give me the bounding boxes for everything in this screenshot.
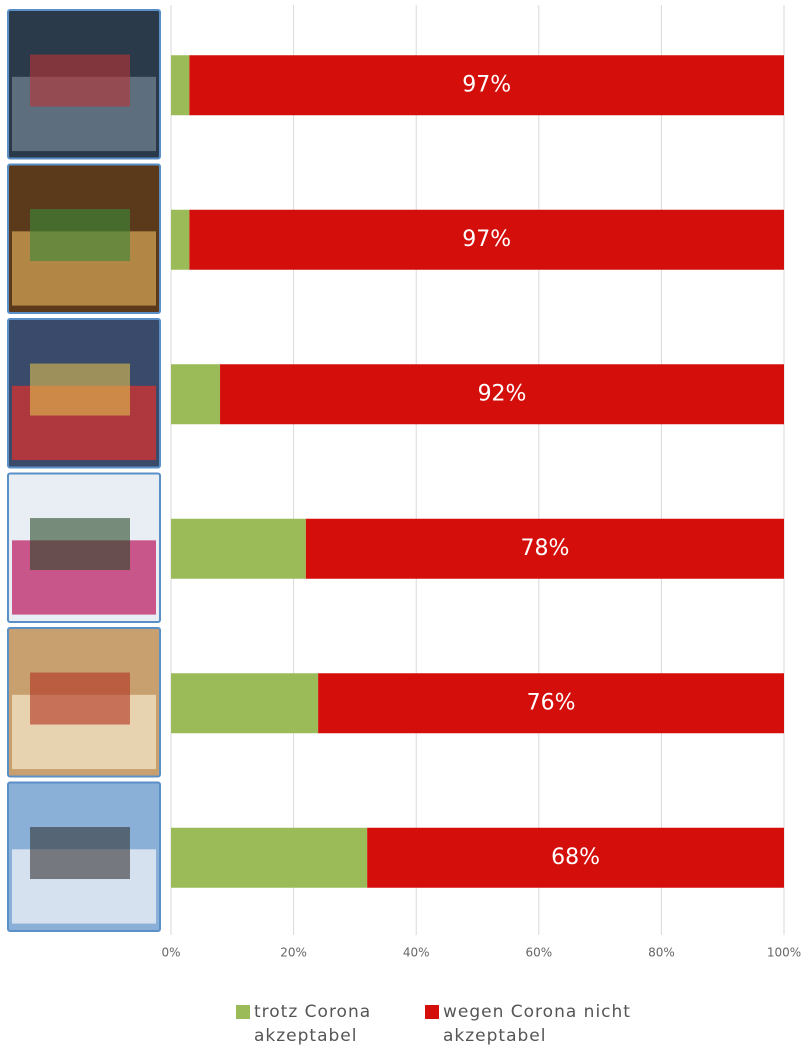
photo-detail [30, 518, 130, 570]
legend-item: wegen Corona nicht akzeptabel [425, 1000, 633, 1048]
photo-detail [30, 673, 130, 725]
photo-detail [30, 55, 130, 107]
legend-label: trotz Corona akzeptabel [254, 1000, 394, 1048]
photo-detail [30, 209, 130, 261]
data-label: 78% [520, 536, 569, 561]
bar-segment [171, 673, 318, 733]
data-label: 76% [527, 690, 576, 715]
x-tick-label: 20% [280, 946, 307, 960]
x-tick-label: 80% [648, 946, 675, 960]
bar-segment [171, 364, 220, 424]
x-tick-label: 100% [767, 946, 801, 960]
legend-swatch [236, 1005, 250, 1019]
x-tick-label: 40% [403, 946, 430, 960]
legend-swatch [425, 1005, 439, 1019]
data-label: 97% [462, 72, 511, 97]
bar-segment [171, 519, 306, 579]
x-tick-label: 60% [525, 946, 552, 960]
legend-label: wegen Corona nicht akzeptabel [443, 1000, 633, 1048]
bar-segment [171, 828, 367, 888]
data-label: 92% [478, 381, 527, 406]
data-label: 97% [462, 227, 511, 252]
data-label: 68% [551, 845, 600, 870]
photo-detail [30, 364, 130, 416]
legend-item: trotz Corona akzeptabel [236, 1000, 394, 1048]
page: 0% 20% 40% 60% 80% 100% 97% 97% 92% 78% 76% 68% tro… [0, 0, 805, 1055]
x-tick-label: 0% [161, 946, 180, 960]
photo-detail [30, 827, 130, 879]
chart: 0% 20% 40% 60% 80% 100% 97% 97% 92% 78% 76% 68% [0, 0, 805, 990]
bar-segment [171, 55, 189, 115]
bar-segment [171, 210, 189, 270]
